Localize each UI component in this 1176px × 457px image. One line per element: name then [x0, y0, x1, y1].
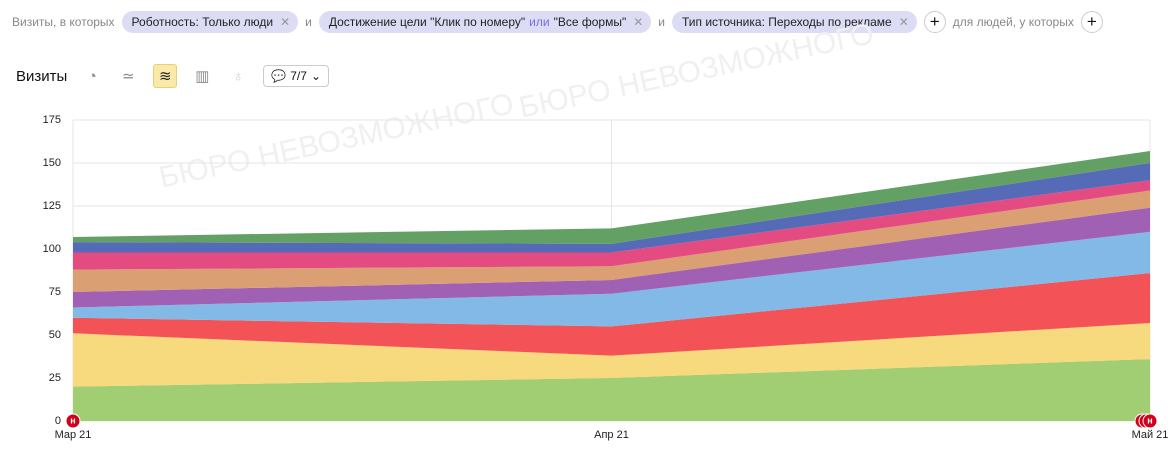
- y-tick-label: 50: [49, 329, 61, 341]
- chip-text: Роботность: Только люди: [131, 15, 274, 29]
- chip-remove[interactable]: ✕: [280, 15, 291, 29]
- area-icon[interactable]: ≋: [153, 64, 178, 88]
- area: [73, 180, 1150, 270]
- chip-remove[interactable]: ✕: [633, 15, 644, 29]
- series-count: 7/7: [290, 69, 307, 83]
- chip-text: Тип источника: Переходы по рекламе: [681, 15, 892, 29]
- area: [73, 322, 1150, 387]
- area: [73, 190, 1150, 292]
- filter-bar: Визиты, в которых Роботность: Только люд…: [12, 11, 1103, 33]
- y-tick-label: 175: [43, 114, 61, 126]
- y-tick-label: 150: [43, 157, 61, 169]
- y-tick-label: 25: [49, 372, 61, 384]
- chip-remove[interactable]: ✕: [898, 15, 909, 29]
- series-select[interactable]: 💬 7/7 ⌄: [263, 65, 329, 87]
- line-icon[interactable]: ≃: [122, 68, 135, 85]
- y-tick-label: 100: [43, 243, 61, 255]
- toolbar: Визиты ◔ ≃ ≋ ▥ ♁ 💬 7/7 ⌄: [16, 64, 329, 88]
- pie-icon[interactable]: ◔: [87, 67, 97, 85]
- area: [73, 359, 1150, 421]
- x-tick-label: Май 21: [1132, 429, 1169, 441]
- y-tick-label: 0: [55, 415, 61, 427]
- x-tick-label: Мар 21: [55, 429, 92, 441]
- add-button[interactable]: +: [923, 11, 946, 33]
- filter-chip[interactable]: Тип источника: Переходы по рекламе ✕: [671, 11, 917, 33]
- x-tick-label: Апр 21: [594, 429, 629, 441]
- area: [73, 163, 1150, 253]
- area: [73, 273, 1150, 356]
- event-marker-label: н: [70, 415, 75, 425]
- event-marker: [65, 413, 81, 429]
- map-icon[interactable]: ♁: [232, 67, 244, 85]
- chip-text: "Все формы": [553, 15, 627, 29]
- filter-prefix: Визиты, в которых: [12, 15, 115, 29]
- filter-suffix: для людей, у которых: [952, 15, 1074, 29]
- chip-or: или: [529, 15, 550, 29]
- watermark: БЮРО НЕВОЗМОЖНОГО: [516, 17, 876, 124]
- event-marker: [1142, 413, 1158, 429]
- chart-title: Визиты: [16, 67, 68, 85]
- connector: и: [658, 15, 665, 29]
- watermark: БЮРО НЕВОЗМОЖНОГО: [156, 87, 516, 194]
- area: [73, 207, 1150, 308]
- filter-chip[interactable]: Достижение цели "Клик по номеру" или "Все …: [318, 11, 652, 33]
- y-tick-label: 75: [49, 286, 61, 298]
- event-marker-label: н: [1147, 415, 1152, 425]
- bar-icon[interactable]: ▥: [195, 68, 210, 85]
- chip-text: Достижение цели "Клик по номеру": [328, 15, 526, 29]
- add-button[interactable]: +: [1080, 11, 1103, 33]
- connector: и: [305, 15, 312, 29]
- area: [73, 231, 1150, 327]
- filter-chip[interactable]: Роботность: Только люди ✕: [121, 11, 299, 33]
- y-tick-label: 125: [43, 200, 61, 212]
